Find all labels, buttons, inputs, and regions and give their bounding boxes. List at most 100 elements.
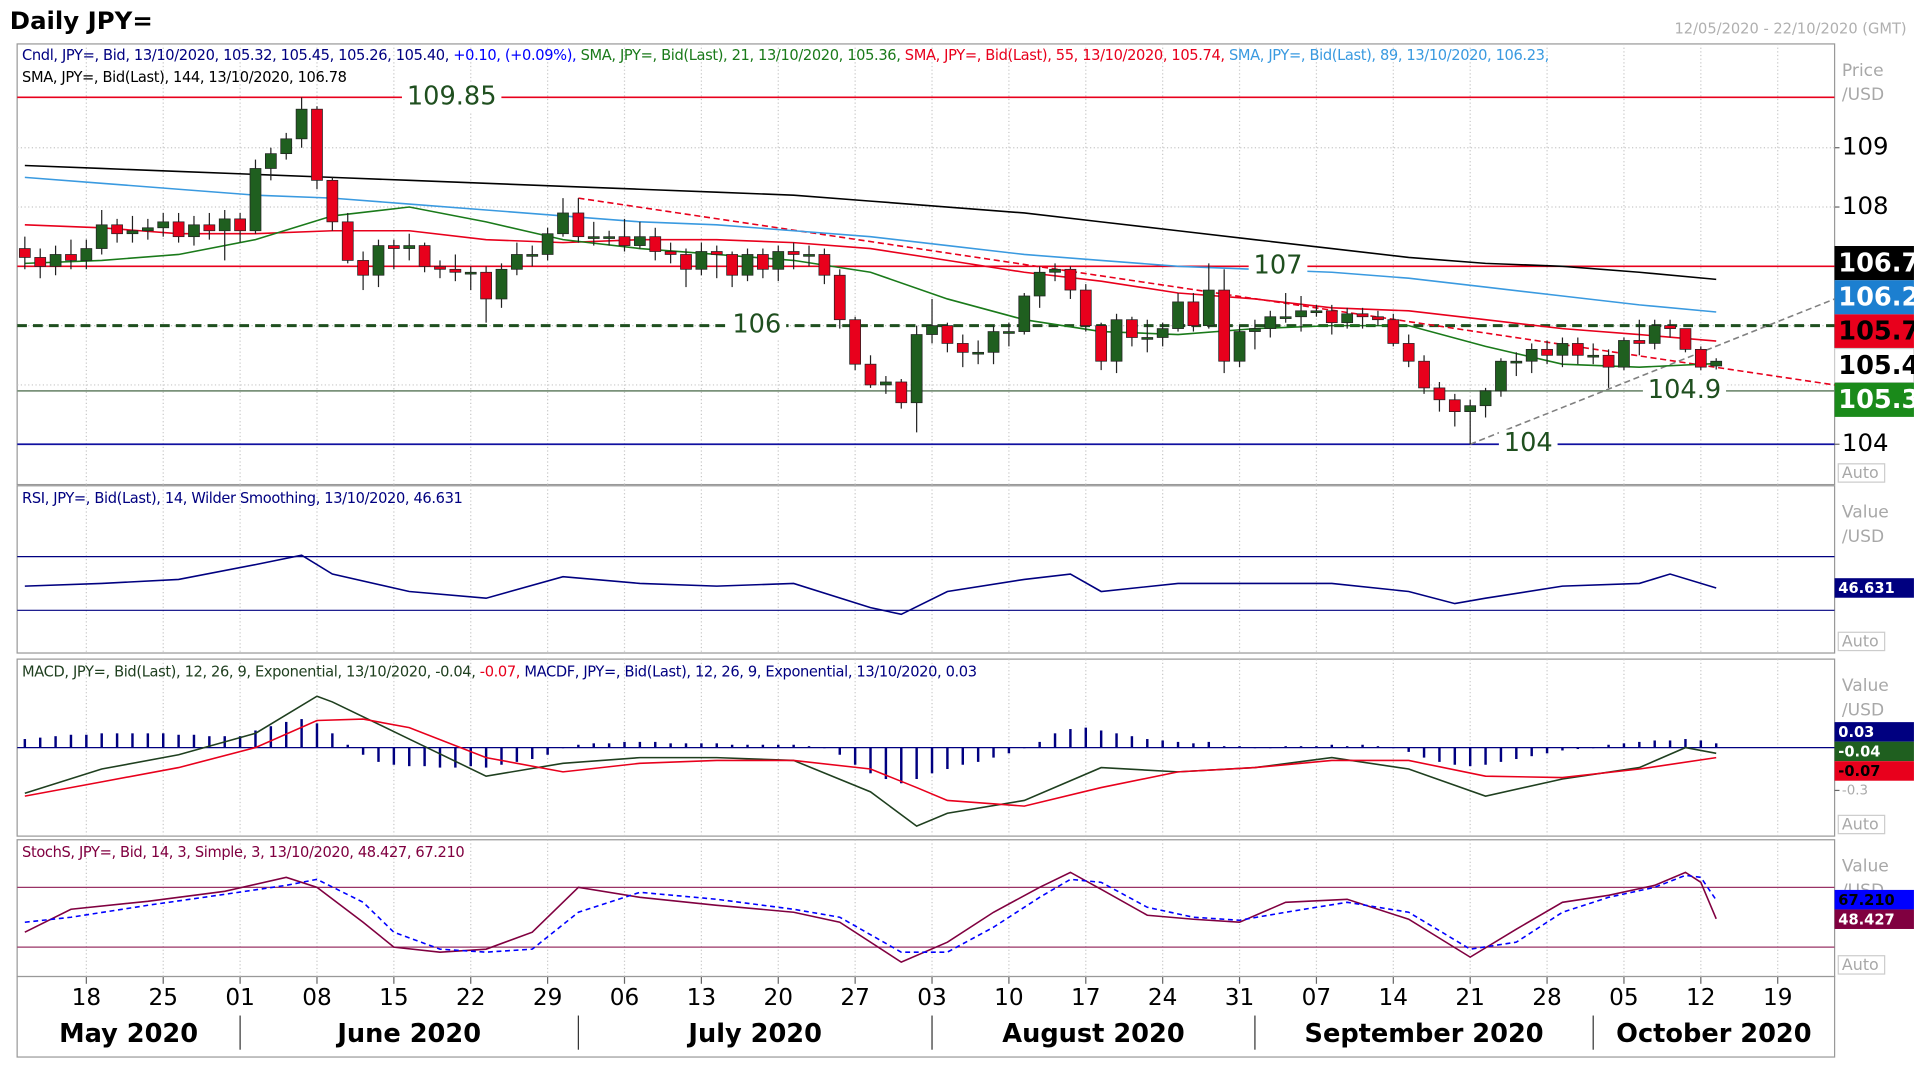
legend-entry: MACDF, JPY=, Bid(Last), 12, 26, 9, Expon… bbox=[520, 664, 977, 681]
x-tick-label: 20 bbox=[764, 984, 794, 1011]
candle-body bbox=[1233, 331, 1246, 362]
candle-body bbox=[941, 325, 954, 344]
histogram-bar bbox=[900, 747, 903, 784]
auto-label: Auto bbox=[1842, 463, 1879, 482]
histogram-bar bbox=[1361, 744, 1364, 748]
candle-body bbox=[372, 245, 385, 276]
histogram-bar bbox=[1484, 747, 1487, 765]
candle-body bbox=[1095, 325, 1108, 362]
histogram-bar bbox=[346, 744, 349, 748]
histogram-bar bbox=[146, 733, 150, 748]
histogram-bar bbox=[238, 736, 242, 748]
candle-body bbox=[295, 108, 308, 140]
legend-entry: StochS, JPY=, Bid, 14, 3, Simple, 3, 13/… bbox=[22, 844, 464, 861]
month-label: June 2020 bbox=[335, 1019, 481, 1049]
histogram-bar bbox=[1084, 727, 1088, 748]
auto-box bbox=[1837, 463, 1886, 483]
level-label: 109.85 bbox=[407, 81, 497, 111]
value-box-label: 105.74 bbox=[1838, 317, 1914, 347]
legend-entry: Cndl, JPY=, Bid, 13/10/2020, 105.32, 105… bbox=[22, 47, 449, 64]
candle-body bbox=[1310, 310, 1323, 314]
candle-body bbox=[1141, 337, 1154, 340]
histogram-bar bbox=[208, 736, 211, 748]
histogram-bar bbox=[300, 719, 303, 748]
candle-body bbox=[1049, 268, 1061, 273]
histogram-bar bbox=[1699, 740, 1703, 748]
histogram-bar bbox=[561, 747, 565, 749]
series-line bbox=[24, 718, 1717, 807]
candle-body bbox=[1279, 316, 1292, 319]
axis-label: /USD bbox=[1842, 85, 1884, 105]
histogram-bar bbox=[1299, 746, 1303, 748]
value-box bbox=[1834, 889, 1914, 910]
histogram-bar bbox=[192, 734, 196, 748]
level-label: 106 bbox=[732, 310, 781, 340]
histogram-bar bbox=[992, 747, 995, 758]
x-tick-label: 03 bbox=[917, 984, 947, 1011]
candle-body bbox=[1587, 354, 1600, 358]
candle-body bbox=[726, 254, 738, 276]
histogram-bar bbox=[884, 747, 888, 780]
candle-body bbox=[65, 254, 77, 261]
level-label-bg bbox=[727, 310, 787, 341]
candle-body bbox=[587, 236, 600, 239]
candle-body bbox=[1372, 316, 1384, 321]
candle-body bbox=[1571, 343, 1584, 356]
y-tick-label: 104 bbox=[1842, 428, 1889, 457]
candle-body bbox=[1126, 319, 1138, 338]
series-line bbox=[24, 164, 1717, 281]
histogram-bar bbox=[1253, 747, 1257, 749]
histogram-bar bbox=[54, 736, 57, 748]
candle-body bbox=[1618, 340, 1630, 368]
y-tick-label: 109 bbox=[1842, 132, 1889, 161]
candle-body bbox=[880, 381, 892, 386]
candle-body bbox=[49, 254, 62, 267]
candle-body bbox=[557, 212, 569, 235]
histogram-bar bbox=[546, 747, 549, 755]
candle-body bbox=[264, 153, 277, 169]
value-box-label: 106.23 bbox=[1838, 282, 1914, 312]
histogram-bar bbox=[853, 747, 857, 765]
candle-body bbox=[357, 260, 369, 276]
candle-body bbox=[1402, 343, 1415, 362]
legend-entry: SMA, JPY=, Bid(Last), 89, 13/10/2020, 10… bbox=[1225, 47, 1549, 64]
x-tick-label: 07 bbox=[1302, 984, 1332, 1011]
histogram-bar bbox=[1622, 743, 1626, 748]
histogram-bar bbox=[1099, 730, 1103, 748]
x-tick-label: 31 bbox=[1225, 984, 1255, 1011]
histogram-bar bbox=[915, 747, 918, 780]
auto-box bbox=[1837, 814, 1886, 835]
candle-body bbox=[787, 251, 800, 255]
candle-body bbox=[1156, 328, 1169, 338]
legend-line: MACD, JPY=, Bid(Last), 12, 26, 9, Expone… bbox=[22, 664, 977, 681]
histogram-bar bbox=[976, 747, 980, 762]
value-box-label: 105.4 bbox=[1838, 351, 1914, 381]
histogram-bar bbox=[1376, 746, 1380, 748]
x-tick-label: 13 bbox=[687, 984, 717, 1011]
x-tick-label: 22 bbox=[456, 984, 486, 1011]
level-label-bg bbox=[1642, 376, 1727, 406]
histogram-bar bbox=[1576, 747, 1580, 750]
axis-label: Value bbox=[1842, 503, 1889, 523]
series-line bbox=[24, 871, 1717, 964]
month-label: July 2020 bbox=[686, 1019, 822, 1049]
candle-body bbox=[926, 325, 938, 335]
value-box-label: -0.07 bbox=[1838, 763, 1880, 780]
histogram-bar bbox=[1515, 747, 1518, 760]
histogram-bar bbox=[1499, 747, 1503, 762]
histogram-bar bbox=[469, 747, 472, 767]
candle-body bbox=[1525, 348, 1538, 362]
candle-body bbox=[956, 343, 969, 353]
x-tick-label: 25 bbox=[148, 984, 178, 1011]
series-line bbox=[24, 695, 1717, 828]
histogram-bar bbox=[623, 741, 626, 748]
histogram-bar bbox=[254, 730, 257, 748]
candle-body bbox=[1325, 310, 1338, 324]
histogram-bar bbox=[100, 733, 103, 748]
histogram-bar bbox=[807, 746, 811, 748]
candle-body bbox=[418, 245, 431, 267]
candle-body bbox=[480, 271, 492, 300]
y-tick-label: 108 bbox=[1842, 191, 1889, 220]
